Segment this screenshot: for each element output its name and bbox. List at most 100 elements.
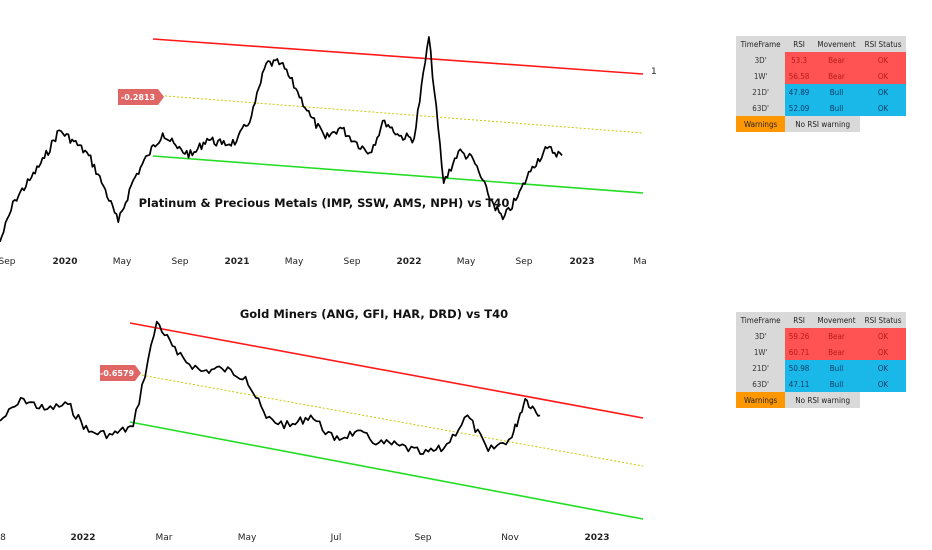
x-tick-label: Sep [516, 257, 533, 267]
correlation-value: -0.6579 [100, 369, 135, 378]
warnings-label: Warnings [736, 392, 786, 408]
empty-cell [860, 116, 906, 132]
x-tick-label: Ma [633, 257, 646, 267]
x-tick-label: 2023 [584, 533, 609, 543]
lower-channel-line [152, 155, 644, 194]
header-rsi: RSI [785, 36, 813, 52]
table-row: 63D' 47.11 Bull OK [736, 376, 906, 392]
status-cell: OK [860, 84, 906, 100]
movement-cell: Bull [812, 360, 861, 376]
timeframe-cell: 3D' [736, 328, 786, 344]
x-tick-label: 2023 [569, 257, 594, 267]
x-tick-label: 2022 [70, 533, 95, 543]
x-tick-label: May [285, 257, 304, 267]
x-tick-label: 8 [0, 533, 6, 543]
table-row: 63D' 52.09 Bull OK [736, 100, 906, 116]
status-cell: OK [860, 52, 906, 68]
header-timeframe: TimeFrame [736, 312, 786, 328]
rsi-cell: 52.09 [785, 100, 813, 116]
x-tick-label: 2020 [52, 257, 77, 267]
rsi-cell: 50.98 [785, 360, 813, 376]
x-tick-label: May [238, 533, 257, 543]
movement-cell: Bear [812, 52, 861, 68]
warnings-label: Warnings [736, 116, 786, 132]
status-cell: OK [860, 328, 906, 344]
status-cell: OK [860, 68, 906, 84]
timeframe-cell: 3D' [736, 52, 786, 68]
x-tick-label: Sep [0, 257, 16, 267]
x-tick-label: Nov [501, 533, 519, 543]
warnings-row: Warnings No RSI warning [736, 392, 906, 408]
chart-panel-top: -0.2813 Platinum & Precious Metals (IMP,… [0, 36, 906, 267]
movement-cell: Bear [812, 344, 861, 360]
empty-cell [860, 392, 906, 408]
mid-channel-line [152, 94, 644, 134]
x-tick-label: Mar [156, 533, 173, 543]
timeframe-cell: 21D' [736, 360, 786, 376]
x-tick-label: 2021 [224, 257, 249, 267]
header-timeframe: TimeFrame [736, 36, 786, 52]
timeframe-cell: 1W' [736, 68, 786, 84]
status-cell: OK [860, 100, 906, 116]
x-axis: 8 2022 Mar May Jul Sep Nov 2023 [0, 533, 609, 543]
warnings-row: Warnings No RSI warning [736, 116, 906, 132]
timeframe-cell: 1W' [736, 344, 786, 360]
edge-label: 1 [651, 67, 657, 77]
chart-panel-bottom: -0.6579 Gold Miners (ANG, GFI, HAR, DRD)… [0, 275, 932, 550]
header-rsi: RSI [785, 312, 813, 328]
movement-cell: Bear [812, 328, 861, 344]
status-cell: OK [860, 344, 906, 360]
movement-cell: Bear [812, 68, 861, 84]
x-tick-label: 2022 [396, 257, 421, 267]
price-line [0, 36, 563, 242]
header-rsi-status: RSI Status [860, 36, 906, 52]
x-tick-label: Sep [344, 257, 361, 267]
status-cell: OK [860, 360, 906, 376]
correlation-tag: -0.6579 [100, 365, 141, 381]
rsi-cell: 47.89 [785, 84, 813, 100]
timeframe-cell: 21D' [736, 84, 786, 100]
table-row: 3D' 53.3 Bear OK [736, 52, 906, 68]
x-tick-label: Sep [172, 257, 189, 267]
rsi-table: TimeFrame RSI Movement RSI Status 3D' 53… [736, 36, 906, 132]
rsi-cell: 53.3 [785, 52, 813, 68]
header-movement: Movement [812, 312, 861, 328]
header-movement: Movement [812, 36, 861, 52]
rsi-cell: 56.58 [785, 68, 813, 84]
correlation-value: -0.2813 [121, 93, 155, 102]
chart-canvas-top: -0.2813 Platinum & Precious Metals (IMP,… [0, 36, 657, 267]
chart-title: Gold Miners (ANG, GFI, HAR, DRD) vs T40 [240, 307, 508, 321]
warnings-value: No RSI warning [785, 116, 861, 132]
mid-channel-line [129, 372, 644, 467]
x-tick-label: May [457, 257, 476, 267]
x-tick-label: Sep [415, 533, 432, 543]
table-row: 21D' 47.89 Bull OK [736, 84, 906, 100]
upper-channel-line [129, 322, 644, 419]
status-cell: OK [860, 376, 906, 392]
warnings-value: No RSI warning [785, 392, 861, 408]
chart-title: Platinum & Precious Metals (IMP, SSW, AM… [139, 196, 510, 210]
movement-cell: Bull [812, 100, 861, 116]
timeframe-cell: 63D' [736, 100, 786, 116]
rsi-table-header: TimeFrame RSI Movement RSI Status [736, 36, 906, 52]
movement-cell: Bull [812, 84, 861, 100]
chart-canvas-bottom: -0.6579 Gold Miners (ANG, GFI, HAR, DRD)… [0, 307, 644, 543]
correlation-tag: -0.2813 [118, 89, 164, 105]
lower-channel-line [129, 421, 644, 520]
table-row: 21D' 50.98 Bull OK [736, 360, 906, 376]
rsi-cell: 59.26 [785, 328, 813, 344]
x-axis: Sep 2020 May Sep 2021 May Sep 2022 May Sep 2023 Ma [0, 257, 647, 267]
table-row: 1W' 60.71 Bear OK [736, 344, 906, 360]
rsi-table: TimeFrame RSI Movement RSI Status 3D' 59… [736, 312, 906, 408]
x-tick-label: Jul [330, 533, 342, 543]
rsi-table-header: TimeFrame RSI Movement RSI Status [736, 312, 906, 328]
upper-channel-line [152, 38, 644, 75]
movement-cell: Bull [812, 376, 861, 392]
rsi-cell: 47.11 [785, 376, 813, 392]
timeframe-cell: 63D' [736, 376, 786, 392]
table-row: 1W' 56.58 Bear OK [736, 68, 906, 84]
table-row: 3D' 59.26 Bear OK [736, 328, 906, 344]
rsi-cell: 60.71 [785, 344, 813, 360]
x-tick-label: May [113, 257, 132, 267]
price-line [0, 320, 541, 455]
